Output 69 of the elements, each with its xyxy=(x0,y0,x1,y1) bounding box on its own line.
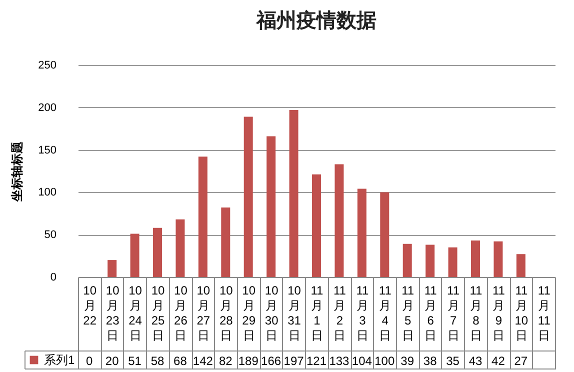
data-label: 189 xyxy=(238,354,259,368)
y-tick-label: 150 xyxy=(38,144,56,156)
data-label: 166 xyxy=(261,354,282,368)
data-label: 35 xyxy=(446,354,460,368)
bar xyxy=(494,241,503,277)
x-tick-label: 11月2日 xyxy=(333,284,346,342)
data-label: 27 xyxy=(514,354,528,368)
bar xyxy=(198,156,208,277)
x-tick-label: 10月30日 xyxy=(264,284,279,342)
bar xyxy=(471,240,480,277)
data-label: 104 xyxy=(352,354,372,368)
data-label: 82 xyxy=(218,354,233,368)
bar xyxy=(153,228,162,277)
x-tick-label: 11月8日 xyxy=(470,284,483,342)
data-label: 142 xyxy=(192,354,214,368)
data-label: 0 xyxy=(86,354,94,368)
x-tick-label: 10月23日 xyxy=(106,284,120,342)
bar xyxy=(176,219,185,277)
x-tick-label: 11月9日 xyxy=(492,284,506,342)
data-label: 39 xyxy=(400,354,414,368)
data-label: 51 xyxy=(128,354,142,368)
data-label: 20 xyxy=(105,354,120,368)
bar xyxy=(130,234,140,277)
bar xyxy=(380,192,390,277)
bar xyxy=(357,188,366,277)
data-label: 133 xyxy=(329,354,350,368)
x-tick-label: 10月31日 xyxy=(288,284,302,342)
bar xyxy=(402,244,412,277)
x-tick-label: 10月28日 xyxy=(219,284,234,342)
x-tick-label: 10月27日 xyxy=(196,284,210,342)
x-tick-label: 11月1日 xyxy=(310,284,324,342)
x-tick-label: 11月6日 xyxy=(424,284,438,342)
y-tick-label: 0 xyxy=(50,272,56,284)
bar xyxy=(244,116,253,277)
x-tick-label: 10月22 xyxy=(83,284,97,328)
bar xyxy=(334,164,344,277)
data-label: 68 xyxy=(174,354,188,368)
x-tick-label: 11月11日 xyxy=(538,284,551,342)
y-axis-title: 坐标轴标题 xyxy=(10,142,24,202)
x-tick-label: 11月10日 xyxy=(514,284,528,342)
x-tick-label: 10月24日 xyxy=(128,284,142,342)
x-tick-label: 11月3日 xyxy=(356,284,369,342)
chart-title: 福州疫情数据 xyxy=(256,8,376,32)
bar xyxy=(312,174,321,277)
data-label: 197 xyxy=(284,354,304,368)
y-tick-label: 200 xyxy=(38,102,56,114)
data-label: 58 xyxy=(150,354,164,368)
x-tick-label: 10月26日 xyxy=(174,284,188,342)
bar xyxy=(448,247,458,277)
x-tick-label: 10月25日 xyxy=(151,284,165,342)
x-tick-label: 11月7日 xyxy=(447,284,460,342)
x-tick-label: 11月5日 xyxy=(402,284,414,342)
bar xyxy=(108,260,117,277)
data-label: 43 xyxy=(468,354,482,368)
legend-label: 系列1 xyxy=(44,353,75,367)
y-tick-label: 100 xyxy=(38,186,56,199)
x-tick-label: 10月29日 xyxy=(242,284,256,342)
bar xyxy=(426,244,435,277)
data-label: 100 xyxy=(374,354,395,368)
data-label: 121 xyxy=(306,354,327,368)
x-tick-label: 11月4日 xyxy=(378,284,392,342)
data-label: 38 xyxy=(423,354,438,368)
data-label: 42 xyxy=(492,354,506,368)
bar xyxy=(516,254,526,277)
y-tick-label: 50 xyxy=(44,229,56,242)
bar xyxy=(221,207,230,277)
bar xyxy=(266,136,276,277)
bar xyxy=(289,110,298,277)
y-tick-label: 250 xyxy=(38,60,56,72)
